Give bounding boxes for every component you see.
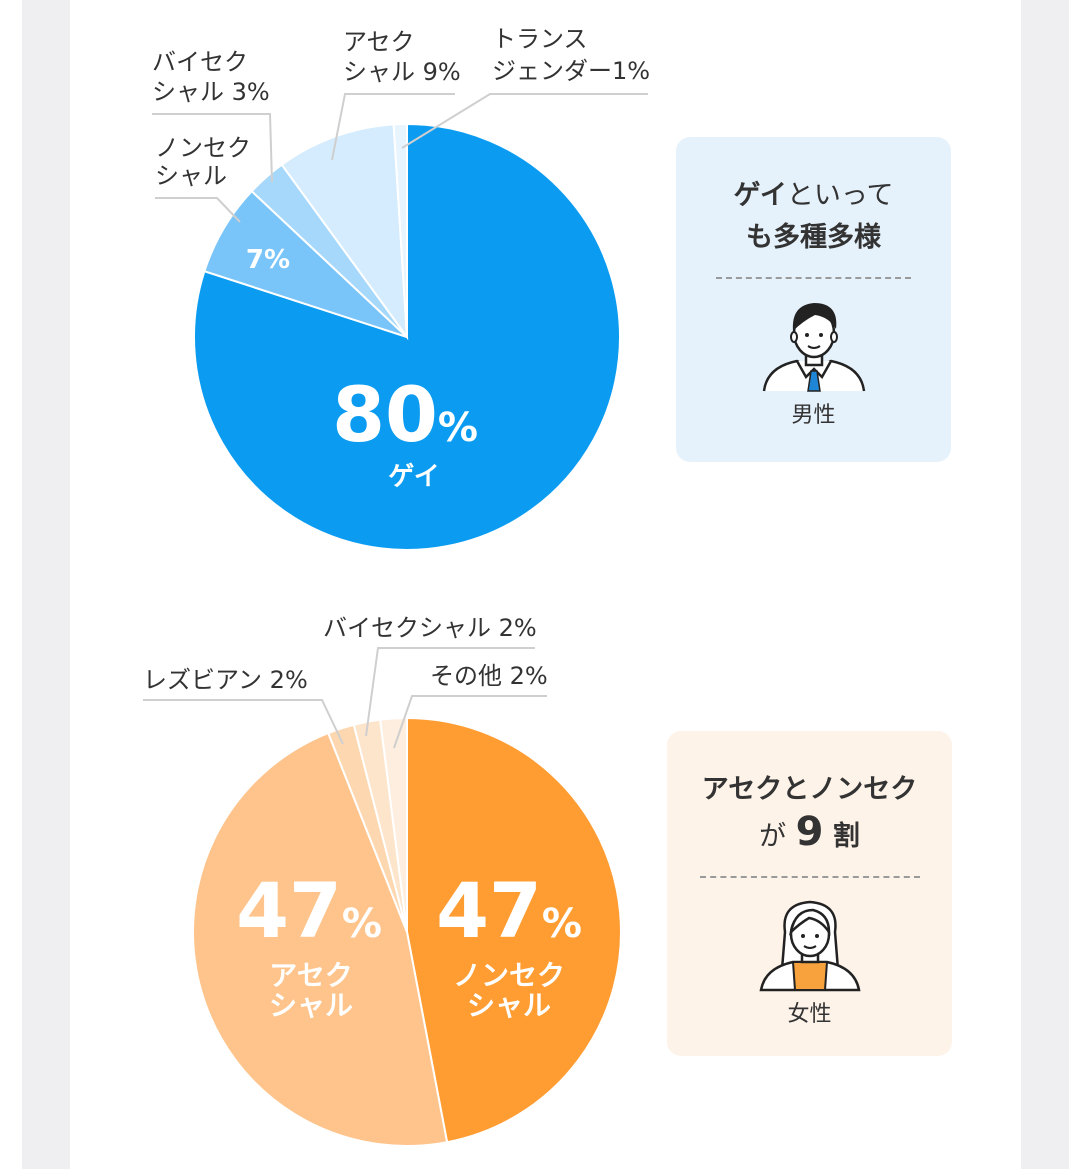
female-card-title: アセクとノンセク が 9 割	[667, 769, 952, 858]
left-margin-band	[22, 0, 70, 1169]
female-summary-card: アセクとノンセク が 9 割 女性	[667, 731, 952, 1056]
male-card-title-bold: ゲイ	[733, 180, 787, 211]
male-slice-4	[280, 123, 409, 341]
female-nonsexual-label-1: ノンセク	[453, 959, 565, 992]
male-card-label: 男性	[791, 403, 836, 428]
male-card-title-line2: も多種多様	[746, 222, 881, 253]
male-asexual-callout-2: シャル 9%	[343, 58, 461, 86]
female-other-callout: その他 2%	[430, 662, 548, 690]
male-nonsexual-leader	[155, 197, 241, 223]
female-slice-5	[379, 716, 408, 933]
female-card-divider	[699, 876, 920, 878]
female-card-title-wari: 割	[832, 821, 860, 852]
female-nonsexual-label-2: シャル	[467, 989, 551, 1022]
male-card-title-rest: といって	[786, 180, 894, 211]
female-card-label: 女性	[787, 1002, 832, 1027]
male-slice-5	[392, 122, 408, 338]
male-card-title: ゲイといって も多種多様	[676, 175, 951, 259]
female-nonsexual-pct: 47%	[436, 866, 582, 955]
male-bisexual-callout-1: バイセク	[152, 48, 248, 76]
male-trans-leader	[401, 93, 648, 149]
male-asexual-leader	[331, 93, 455, 161]
male-nonsexual-callout-2: シャル	[155, 162, 227, 190]
female-card-title-ga: が	[759, 821, 787, 852]
female-card-title-line1: アセクとノンセク	[701, 774, 918, 805]
right-margin-band	[1021, 0, 1069, 1169]
female-asexual-pct: 47%	[236, 866, 382, 955]
male-gay-label: ゲイ	[388, 462, 439, 492]
female-lesbian-leader	[143, 699, 344, 745]
male-asexual-callout-1: アセク	[343, 28, 415, 56]
male-summary-card: ゲイといって も多種多様 男性	[676, 137, 951, 462]
male-trans-callout-1: トランス	[492, 25, 588, 53]
female-asexual-label-1: アセク	[269, 959, 352, 992]
male-nonsexual-pct: 7%	[246, 245, 290, 275]
male-bisexual-callout-2: シャル 3%	[152, 78, 270, 106]
female-card-title-number: 9	[795, 809, 824, 855]
male-bisexual-leader	[152, 113, 273, 183]
female-bisexual-leader	[365, 647, 535, 737]
man-icon	[762, 303, 865, 392]
female-slice-2	[191, 731, 449, 1147]
female-lesbian-callout: レズビアン 2%	[143, 666, 308, 694]
female-bisexual-callout: バイセクシャル 2%	[323, 614, 537, 642]
woman-icon	[759, 900, 860, 992]
male-gay-pct: 80%	[332, 370, 478, 459]
male-nonsexual-callout-1: ノンセク	[155, 134, 251, 162]
female-other-leader	[393, 695, 547, 749]
male-card-divider	[716, 277, 911, 279]
female-slice-1	[406, 716, 622, 1144]
male-trans-callout-2: ジェンダー1%	[492, 57, 650, 85]
female-asexual-label-2: シャル	[269, 989, 353, 1022]
